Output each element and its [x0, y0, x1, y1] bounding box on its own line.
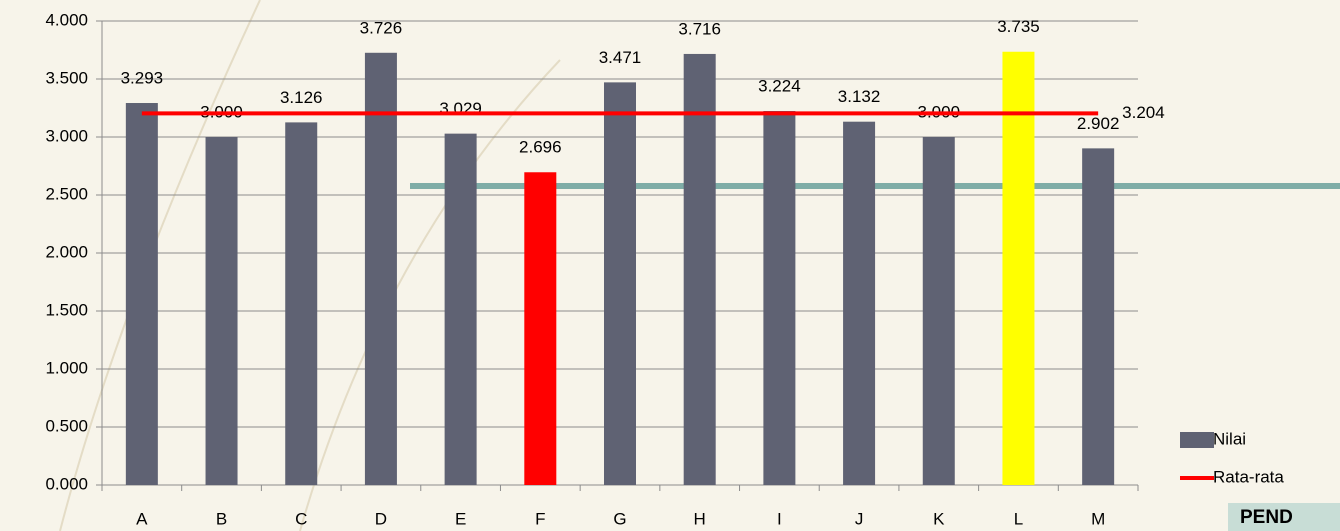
footer-box: [1228, 503, 1340, 531]
bar: [444, 133, 477, 486]
x-tick-label: B: [216, 509, 227, 528]
y-tick-label: 4.000: [45, 10, 88, 29]
x-tick-label: L: [1014, 509, 1023, 528]
legend-swatch: [1180, 432, 1214, 448]
x-tick-label: M: [1091, 509, 1105, 528]
x-tick-label: D: [375, 509, 387, 528]
y-tick-label: 1.500: [45, 300, 88, 319]
data-label: 3.293: [121, 68, 164, 87]
data-label: 3.726: [360, 18, 403, 37]
y-tick-label: 0.000: [45, 474, 88, 493]
bar: [922, 137, 955, 485]
data-label: 3.204: [1122, 103, 1165, 122]
x-tick-label: H: [694, 509, 706, 528]
bar: [1002, 51, 1035, 486]
bar: [683, 53, 716, 485]
x-tick-label: I: [777, 509, 782, 528]
data-label: 3.224: [758, 77, 801, 96]
x-tick-label: G: [613, 509, 626, 528]
data-label: 2.902: [1077, 114, 1120, 133]
data-label: 3.471: [599, 48, 642, 67]
y-tick-label: 0.500: [45, 416, 88, 435]
y-tick-label: 3.500: [45, 68, 88, 87]
bar: [524, 172, 557, 486]
bar: [843, 121, 876, 486]
bar: [364, 52, 397, 486]
bar: [604, 82, 636, 485]
bar: [1082, 148, 1115, 486]
data-label: 3.716: [678, 19, 721, 38]
bar: [205, 137, 238, 485]
x-tick-label: C: [295, 509, 307, 528]
y-tick-label: 2.000: [45, 242, 88, 261]
y-tick-label: 1.000: [45, 358, 88, 377]
x-tick-label: E: [455, 509, 466, 528]
data-label: 3.126: [280, 88, 323, 107]
x-tick-label: A: [136, 509, 148, 528]
bar: [125, 103, 158, 486]
legend-label: Nilai: [1213, 429, 1246, 448]
legend-label: Rata-rata: [1213, 467, 1284, 486]
y-tick-label: 3.000: [45, 126, 88, 145]
data-label: 3.132: [838, 87, 881, 106]
bar: [285, 122, 318, 485]
x-tick-label: J: [855, 509, 864, 528]
y-tick-label: 2.500: [45, 184, 88, 203]
leaf-stem: [299, 59, 561, 531]
footer-text: PEND: [1240, 507, 1293, 528]
bar: [763, 111, 796, 486]
data-label: 2.696: [519, 138, 562, 157]
data-label: 3.735: [997, 17, 1040, 36]
x-tick-label: K: [933, 509, 945, 528]
x-tick-label: F: [535, 509, 545, 528]
